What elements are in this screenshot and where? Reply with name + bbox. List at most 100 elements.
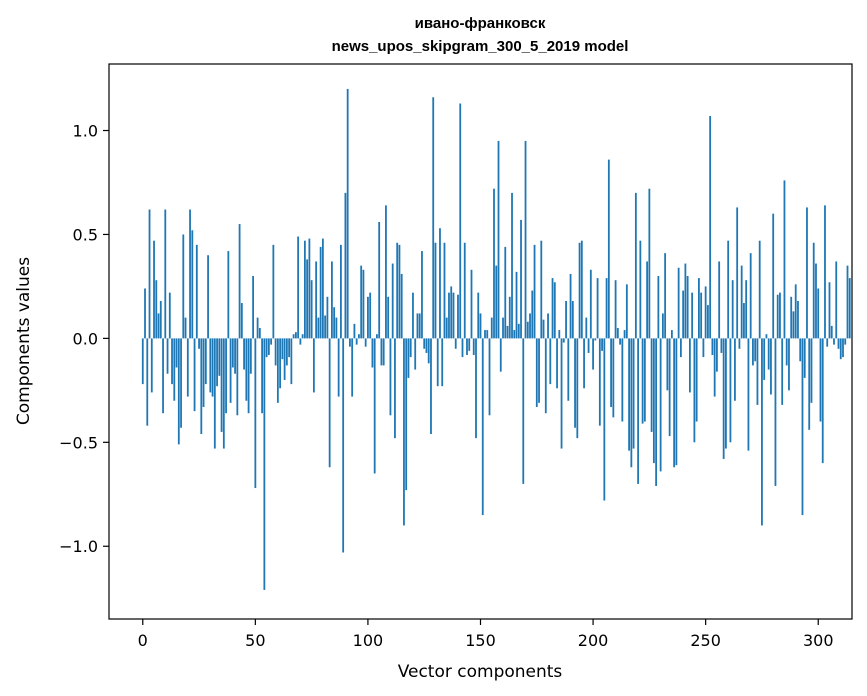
bar-157 bbox=[495, 265, 498, 339]
bar-265 bbox=[738, 338, 741, 349]
bar-27 bbox=[202, 338, 205, 407]
bar-214 bbox=[623, 330, 626, 339]
bar-272 bbox=[754, 338, 757, 362]
x-tick-label: 50 bbox=[245, 631, 265, 650]
bar-161 bbox=[504, 246, 507, 339]
y-tick-label: 0.5 bbox=[73, 225, 98, 244]
bar-88 bbox=[340, 244, 342, 339]
bar-221 bbox=[639, 240, 642, 339]
bar-167 bbox=[517, 323, 520, 339]
bar-197 bbox=[585, 317, 588, 339]
bar-226 bbox=[650, 338, 653, 432]
bar-109 bbox=[387, 296, 390, 339]
bar-44 bbox=[240, 303, 243, 339]
bar-84 bbox=[331, 261, 333, 339]
bar-32 bbox=[213, 338, 216, 449]
bar-52 bbox=[258, 327, 261, 339]
bar-307 bbox=[833, 338, 835, 345]
bar-229 bbox=[657, 276, 660, 339]
bar-58 bbox=[272, 244, 275, 339]
bar-224 bbox=[646, 261, 649, 339]
bar-5 bbox=[153, 240, 155, 339]
bar-302 bbox=[821, 338, 824, 464]
bar-145 bbox=[468, 338, 471, 351]
bar-200 bbox=[592, 338, 594, 370]
bar-48 bbox=[249, 338, 252, 374]
bar-113 bbox=[396, 242, 399, 339]
bar-99 bbox=[364, 338, 367, 347]
chart-subtitle: news_upos_skipgram_300_5_2019 model bbox=[332, 38, 629, 55]
bar-108 bbox=[385, 205, 387, 339]
bar-77 bbox=[315, 261, 318, 339]
bar-172 bbox=[529, 313, 531, 339]
bar-254 bbox=[713, 338, 716, 397]
bar-103 bbox=[373, 338, 376, 474]
bar-3 bbox=[148, 209, 151, 339]
bar-70 bbox=[299, 338, 302, 345]
bar-29 bbox=[207, 255, 209, 339]
bar-15 bbox=[175, 338, 178, 368]
bar-124 bbox=[421, 251, 423, 339]
bar-72 bbox=[303, 240, 306, 339]
bar-189 bbox=[567, 338, 570, 401]
bar-146 bbox=[470, 269, 473, 339]
bar-165 bbox=[513, 330, 516, 339]
bar-283 bbox=[779, 292, 781, 339]
bar-232 bbox=[664, 253, 667, 339]
bar-81 bbox=[324, 315, 327, 339]
bar-38 bbox=[227, 251, 230, 339]
bar-286 bbox=[785, 338, 788, 366]
bar-71 bbox=[301, 334, 304, 339]
bar-187 bbox=[562, 338, 565, 343]
bar-240 bbox=[682, 290, 685, 339]
bar-155 bbox=[490, 317, 493, 339]
bar-85 bbox=[333, 307, 336, 339]
bar-50 bbox=[254, 338, 257, 489]
bar-104 bbox=[376, 334, 378, 339]
bar-112 bbox=[394, 338, 396, 439]
bar-2 bbox=[146, 338, 149, 426]
bar-310 bbox=[839, 338, 842, 360]
bar-275 bbox=[761, 338, 763, 526]
bar-33 bbox=[216, 338, 218, 387]
bar-196 bbox=[583, 338, 585, 389]
bar-205 bbox=[603, 338, 606, 501]
bar-253 bbox=[711, 338, 714, 356]
bar-222 bbox=[641, 338, 644, 424]
bar-139 bbox=[454, 338, 457, 349]
y-tick-label: 0.0 bbox=[73, 329, 98, 348]
bar-82 bbox=[326, 296, 329, 339]
bar-292 bbox=[799, 338, 802, 362]
bar-230 bbox=[659, 338, 662, 472]
bar-74 bbox=[308, 238, 311, 339]
bar-26 bbox=[200, 338, 203, 434]
bar-160 bbox=[502, 317, 504, 339]
bar-182 bbox=[551, 278, 554, 339]
bar-248 bbox=[700, 292, 703, 339]
bar-185 bbox=[558, 330, 561, 339]
bar-271 bbox=[752, 338, 754, 366]
bar-86 bbox=[335, 317, 338, 339]
bar-148 bbox=[475, 338, 477, 439]
bar-97 bbox=[360, 265, 363, 339]
bar-128 bbox=[430, 338, 432, 434]
bar-46 bbox=[245, 338, 248, 401]
bar-series bbox=[141, 88, 851, 590]
bar-92 bbox=[349, 338, 351, 347]
bar-270 bbox=[749, 253, 752, 339]
bar-204 bbox=[601, 338, 603, 351]
bar-227 bbox=[652, 338, 655, 464]
bar-217 bbox=[630, 338, 633, 468]
bar-174 bbox=[533, 244, 536, 339]
bar-115 bbox=[400, 273, 403, 339]
bar-110 bbox=[389, 338, 392, 416]
bar-158 bbox=[497, 140, 500, 339]
bar-53 bbox=[261, 338, 263, 414]
bar-304 bbox=[826, 338, 829, 347]
bar-34 bbox=[218, 338, 221, 376]
bar-6 bbox=[155, 280, 158, 339]
bar-63 bbox=[283, 338, 286, 380]
bar-10 bbox=[164, 209, 167, 339]
x-tick-label: 150 bbox=[465, 631, 496, 650]
bar-305 bbox=[828, 282, 831, 339]
